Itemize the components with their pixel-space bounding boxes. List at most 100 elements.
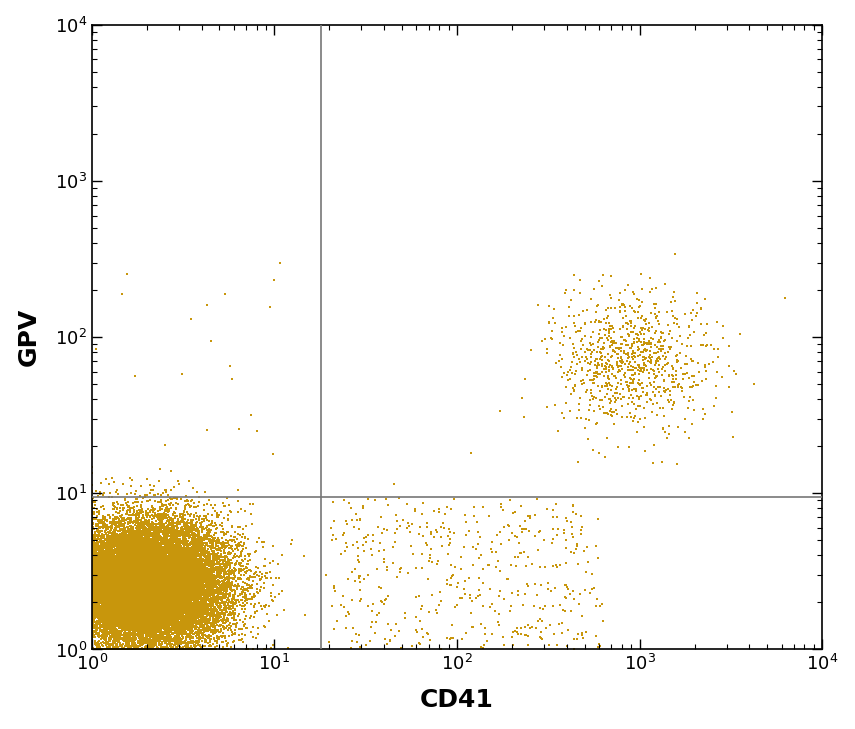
Point — [156, 571, 169, 582]
Point — [179, 558, 192, 570]
Point — [126, 607, 139, 618]
Point — [115, 550, 128, 561]
Point — [106, 557, 120, 569]
Point — [239, 591, 253, 603]
Point — [128, 632, 142, 644]
Point — [138, 585, 151, 596]
Point — [167, 570, 180, 582]
Point — [87, 550, 101, 562]
Point — [192, 582, 205, 594]
Point — [133, 617, 146, 628]
Point — [131, 541, 144, 553]
Point — [85, 585, 98, 596]
Point — [194, 568, 208, 580]
Point — [144, 574, 158, 585]
Point — [119, 627, 133, 639]
Point — [133, 616, 147, 628]
Point — [156, 605, 169, 617]
Point — [150, 602, 164, 614]
Point — [121, 573, 135, 585]
Point — [144, 582, 157, 594]
Point — [156, 572, 170, 584]
Point — [204, 640, 218, 652]
Point — [148, 561, 162, 572]
Point — [127, 601, 140, 612]
Point — [458, 575, 472, 587]
Point — [215, 561, 228, 573]
Point — [156, 534, 170, 546]
Point — [144, 607, 158, 619]
Point — [169, 602, 183, 614]
Point — [154, 561, 168, 573]
Point — [186, 529, 199, 541]
Point — [135, 561, 149, 573]
Point — [252, 531, 266, 543]
Point — [127, 527, 141, 539]
Point — [144, 609, 157, 620]
Point — [208, 517, 221, 529]
Point — [94, 610, 108, 622]
Point — [175, 581, 189, 593]
Point — [125, 550, 139, 562]
Point — [186, 537, 200, 549]
Point — [105, 558, 119, 570]
Point — [140, 529, 154, 541]
Point — [86, 564, 100, 575]
Point — [177, 542, 191, 553]
Point — [178, 580, 192, 592]
Point — [350, 536, 363, 547]
Point — [140, 551, 154, 563]
Point — [127, 560, 140, 572]
Point — [194, 521, 208, 532]
Point — [185, 532, 198, 544]
Point — [140, 617, 154, 628]
Point — [148, 558, 162, 569]
Point — [141, 529, 155, 540]
Point — [91, 542, 105, 554]
Point — [154, 611, 168, 623]
Point — [164, 601, 178, 613]
Point — [168, 550, 181, 562]
Point — [137, 563, 150, 574]
Point — [161, 562, 174, 574]
Point — [178, 588, 192, 599]
Point — [178, 550, 192, 562]
Point — [203, 587, 216, 599]
Point — [127, 539, 141, 550]
Point — [95, 516, 109, 528]
Point — [186, 527, 200, 539]
Point — [95, 533, 109, 545]
Point — [138, 543, 151, 555]
Point — [173, 525, 186, 537]
Point — [201, 566, 215, 577]
Point — [191, 527, 204, 539]
Point — [139, 555, 153, 567]
Point — [168, 579, 181, 590]
Point — [143, 572, 156, 583]
Point — [176, 574, 190, 586]
Point — [141, 639, 155, 651]
Point — [97, 565, 111, 577]
Point — [139, 558, 152, 570]
Point — [85, 508, 98, 520]
Point — [153, 544, 167, 555]
Point — [195, 543, 209, 555]
Point — [108, 525, 121, 537]
Point — [135, 596, 149, 607]
Point — [122, 581, 136, 593]
Point — [203, 631, 216, 643]
Point — [150, 599, 164, 610]
Point — [195, 570, 209, 582]
Point — [144, 549, 157, 561]
Point — [160, 595, 174, 607]
Point — [124, 586, 138, 598]
Point — [154, 618, 168, 630]
Point — [155, 584, 168, 596]
Point — [152, 548, 166, 560]
Point — [157, 533, 171, 545]
Point — [148, 580, 162, 591]
Point — [207, 600, 221, 612]
Point — [162, 561, 175, 572]
Point — [225, 582, 239, 594]
Point — [127, 571, 141, 582]
